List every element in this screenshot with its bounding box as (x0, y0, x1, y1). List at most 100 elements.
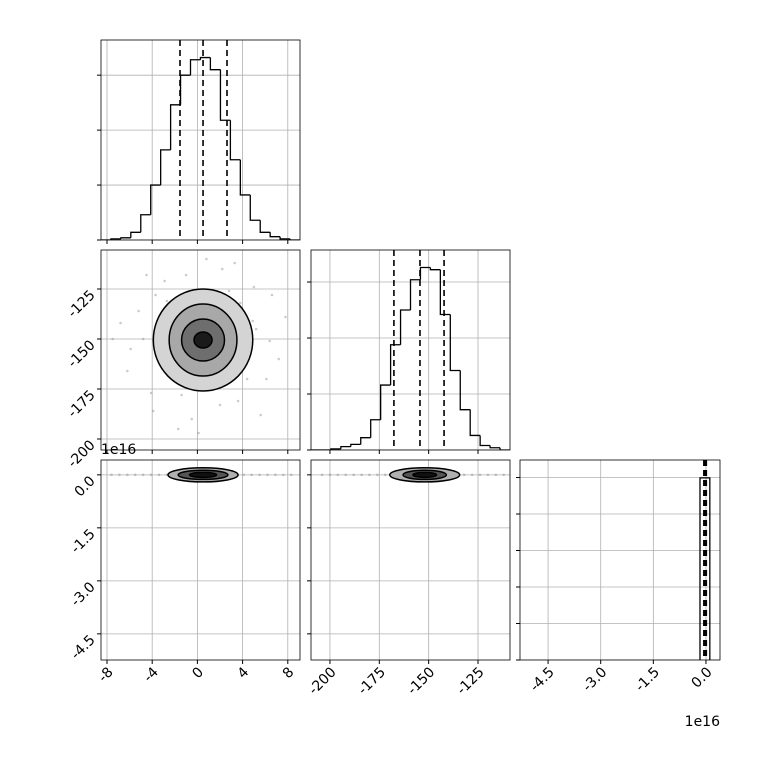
sample-point (281, 473, 285, 477)
sample-point (133, 473, 137, 477)
density-contour (412, 471, 438, 479)
plot-area (520, 460, 720, 660)
sample-point (274, 473, 277, 477)
sample-point (360, 473, 363, 477)
sample-point (277, 357, 281, 361)
sample-point (502, 473, 505, 477)
histogram-step (439, 269, 451, 316)
sample-point (149, 391, 153, 395)
sample-point (165, 299, 169, 303)
sample-point (254, 327, 258, 331)
sample-point (251, 319, 255, 323)
histogram-step (140, 214, 151, 233)
sample-point (242, 473, 246, 477)
histogram-step (469, 409, 481, 437)
sample-point (227, 289, 231, 293)
sample-point (110, 473, 113, 477)
sample-point (141, 337, 145, 341)
panel-frame (100, 459, 301, 661)
histogram-step (429, 267, 441, 271)
panel-frame (519, 459, 721, 661)
histogram-step (269, 232, 281, 238)
sample-point (494, 473, 498, 477)
sample-point (184, 273, 188, 277)
plot-area (101, 460, 300, 660)
sample-point (176, 427, 180, 431)
sample-point (265, 377, 268, 381)
panel-frame (100, 249, 301, 451)
histogram-step (169, 104, 181, 150)
sample-point (270, 293, 274, 297)
sample-point (218, 403, 222, 407)
sample-point (205, 257, 208, 261)
histogram-step (279, 236, 291, 240)
sample-point (154, 293, 157, 297)
sample-point (328, 473, 332, 477)
sample-point (197, 431, 200, 435)
sample-point (163, 279, 166, 283)
sample-point (239, 301, 242, 305)
plot-area (101, 40, 300, 240)
sample-point (157, 473, 161, 477)
sample-point (266, 473, 269, 477)
histogram-step (239, 159, 251, 196)
sample-point (233, 261, 236, 265)
y-offset-label: 1e16 (101, 442, 136, 458)
histogram-step (199, 56, 211, 60)
sample-point (236, 399, 240, 403)
histogram-step (150, 184, 161, 215)
histogram-step (350, 443, 361, 447)
sample-point (180, 393, 183, 397)
sample-point (126, 473, 129, 477)
histogram-step (360, 437, 371, 445)
histogram-step (130, 231, 141, 238)
panel-frame (100, 39, 301, 241)
sample-point (258, 473, 261, 477)
sample-point (137, 309, 140, 313)
histogram-step (449, 314, 461, 372)
sample-point (129, 347, 133, 351)
sample-point (462, 473, 466, 477)
sample-point (245, 377, 249, 381)
sample-point (141, 473, 145, 477)
panel: -200-175-150-125 (65, 249, 301, 471)
plot-area (311, 460, 510, 660)
histogram-step (120, 237, 131, 239)
histogram-step (160, 149, 171, 186)
sample-point (376, 473, 379, 477)
sample-point (126, 369, 129, 373)
histogram-step (189, 59, 201, 76)
histogram-step (499, 447, 510, 450)
sample-point (268, 339, 272, 343)
sample-point (284, 315, 287, 319)
sample-point (344, 473, 348, 477)
histogram-step (209, 57, 221, 71)
histogram-step (340, 445, 351, 449)
panel-frame (310, 459, 511, 661)
sample-point (336, 473, 340, 477)
sample-point (252, 285, 256, 289)
sample-point (368, 473, 371, 477)
histogram-step (289, 238, 300, 240)
histogram-step (249, 194, 261, 221)
sample-point (118, 473, 121, 477)
sample-point (145, 273, 148, 277)
panel (97, 39, 301, 244)
sample-point (149, 473, 153, 477)
density-contour (188, 471, 218, 479)
histogram-step (229, 120, 241, 161)
sample-point (352, 473, 355, 477)
histogram-step (380, 384, 391, 420)
plot-area (311, 250, 510, 450)
sample-point (220, 267, 224, 271)
sample-point (250, 473, 253, 477)
sample-point (152, 409, 155, 413)
sample-point (119, 321, 122, 325)
histogram-step (259, 220, 271, 233)
plot-area (101, 250, 300, 450)
histogram-step (459, 370, 471, 411)
sample-point (259, 413, 262, 417)
histogram-step (389, 344, 401, 386)
